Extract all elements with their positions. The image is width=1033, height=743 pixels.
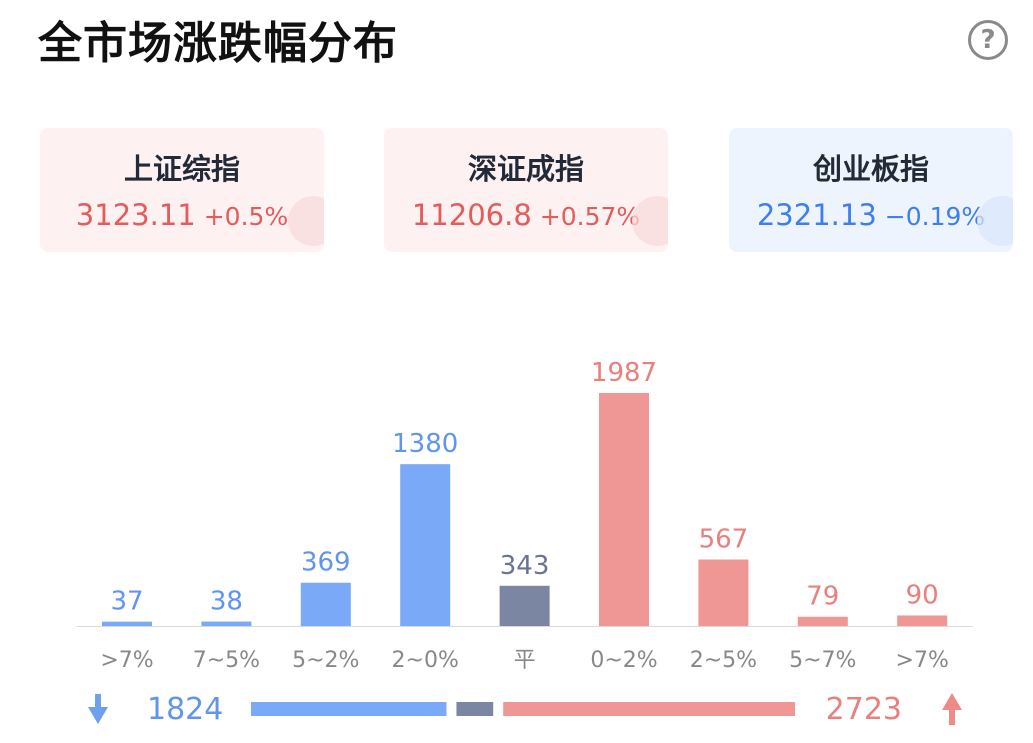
category-label: 7~5% — [193, 648, 260, 673]
bar-rise — [897, 615, 948, 626]
index-values: 2321.13 −0.19% — [729, 198, 1013, 232]
arrow-down-icon — [88, 694, 108, 724]
ratio-bar-fall — [251, 702, 447, 716]
bar-rise — [698, 559, 749, 626]
bar-fall — [400, 464, 451, 626]
bar-value-label: 37 — [110, 587, 143, 617]
category-label: >7% — [100, 648, 153, 673]
index-card-cyb[interactable]: 创业板指 2321.13 −0.19% — [729, 128, 1013, 252]
bar-flat — [499, 585, 550, 626]
index-name: 上证综指 — [123, 152, 240, 186]
bar-fall — [201, 621, 252, 626]
index-name: 深证成指 — [467, 152, 584, 186]
bar-fall — [102, 621, 152, 626]
ratio-bar-rise — [503, 702, 795, 716]
index-card-sh[interactable]: 上证综指 3123.11 +0.5% — [40, 128, 324, 252]
bar-value-label: 369 — [301, 548, 351, 578]
bar-value-label: 38 — [210, 587, 243, 617]
category-label: 5~7% — [789, 648, 856, 673]
index-change: +0.57% — [539, 202, 641, 231]
bar-value-label: 1987 — [591, 358, 657, 388]
bar-value-label: 343 — [500, 551, 550, 581]
category-label: 平 — [514, 648, 536, 673]
bar-value-label: 1380 — [392, 429, 458, 459]
bar-value-label: 567 — [699, 525, 749, 555]
rise-total: 2723 — [826, 692, 902, 727]
ratio-bar-flat — [456, 702, 494, 716]
bar-rise — [599, 393, 649, 626]
index-value: 2321.13 — [756, 198, 877, 232]
index-card-sz[interactable]: 深证成指 11206.8 +0.57% — [384, 128, 668, 252]
page-title: 全市场涨跌幅分布 — [38, 18, 398, 69]
index-value: 11206.8 — [411, 198, 532, 232]
category-label: 5~2% — [292, 648, 359, 673]
category-label: >7% — [896, 648, 949, 673]
bar-fall — [300, 582, 351, 626]
bar-value-label: 90 — [906, 580, 939, 610]
index-name: 创业板指 — [812, 152, 929, 186]
index-change: −0.19% — [884, 202, 986, 231]
index-change: +0.5% — [203, 202, 289, 231]
index-values: 3123.11 +0.5% — [40, 198, 324, 232]
arrow-up-icon — [942, 693, 962, 725]
trend-down-icon — [977, 196, 1013, 246]
help-icon[interactable]: ? — [968, 20, 1008, 60]
index-value: 3123.11 — [75, 198, 196, 232]
trend-up-icon — [288, 196, 324, 246]
category-label: 0~2% — [590, 648, 657, 673]
index-values: 11206.8 +0.57% — [384, 198, 668, 232]
category-label: 2~5% — [690, 648, 757, 673]
trend-up-icon — [632, 196, 668, 246]
bar-value-label: 79 — [806, 582, 839, 612]
category-label: 2~0% — [392, 648, 459, 673]
bar-rise — [797, 616, 848, 626]
fall-total: 1824 — [147, 692, 223, 727]
